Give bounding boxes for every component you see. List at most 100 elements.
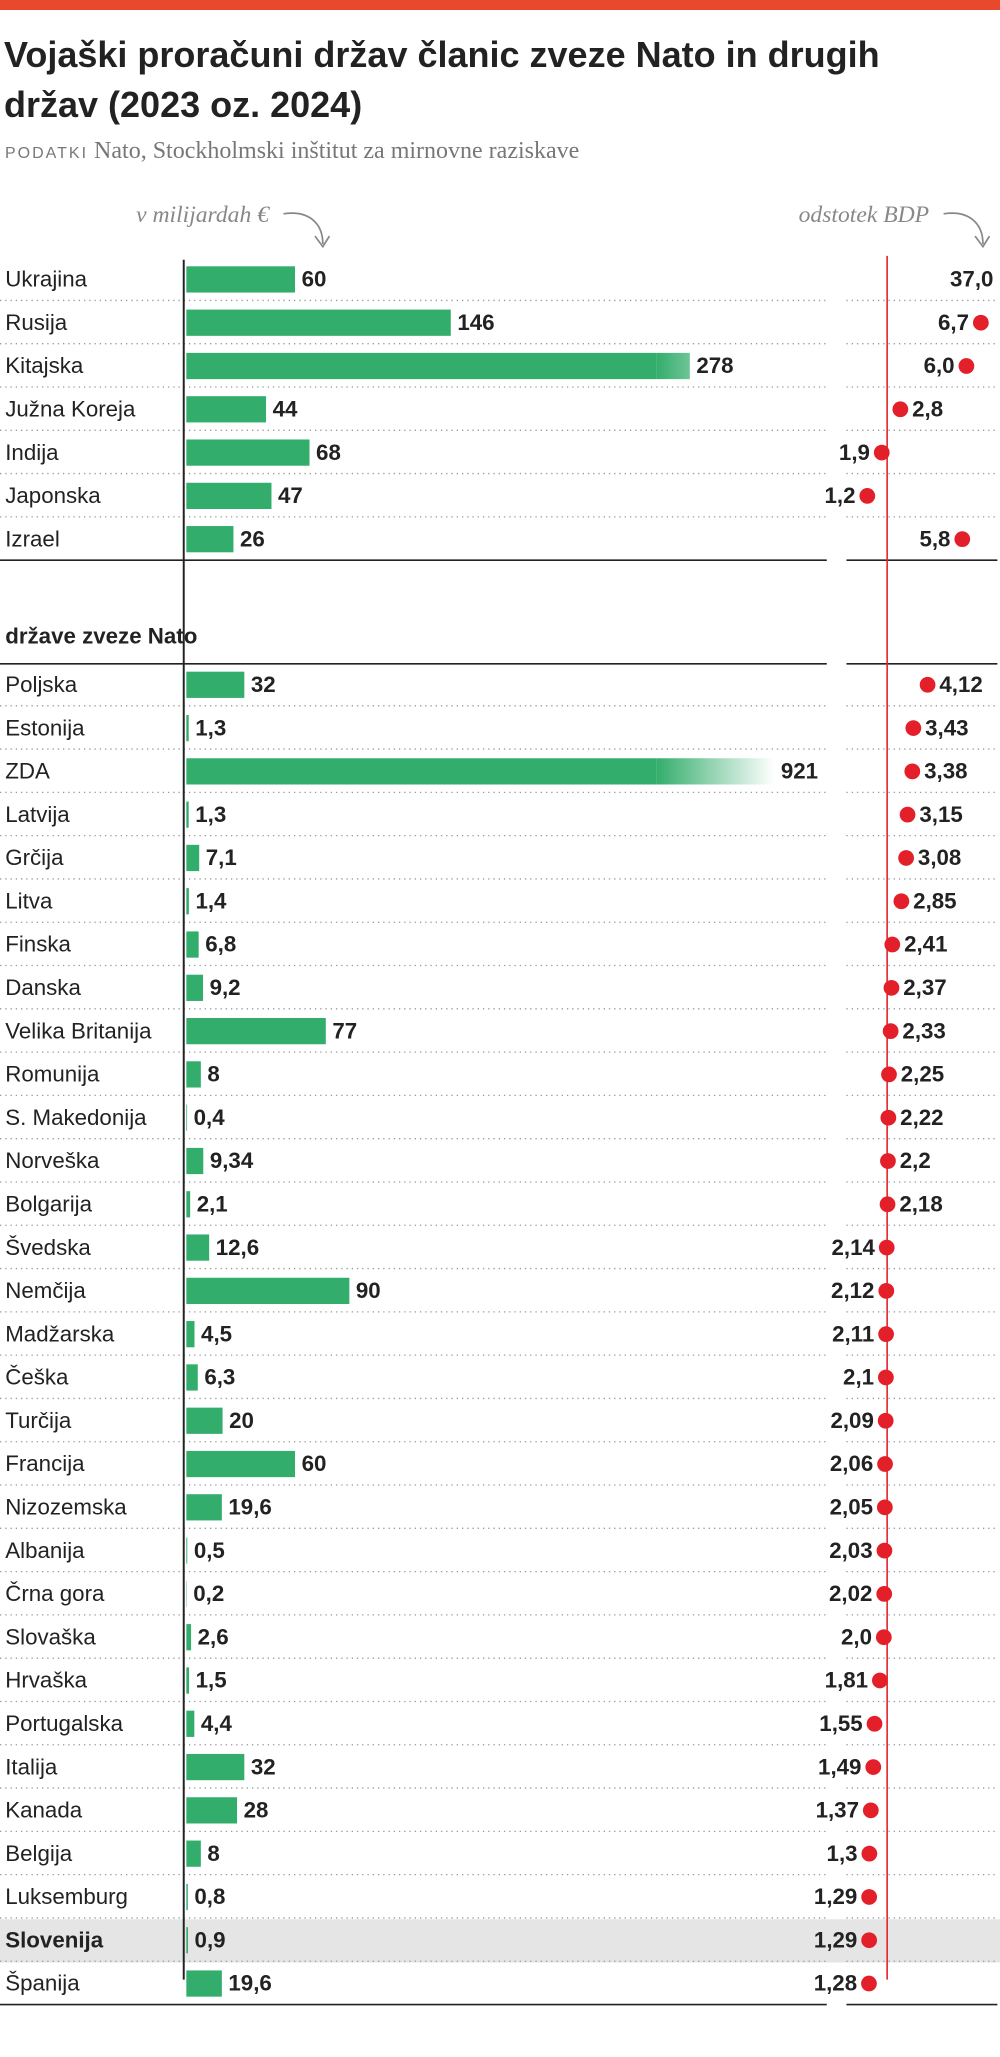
bar <box>186 1667 190 1694</box>
category-label: Luksemburg <box>5 1884 128 1909</box>
gdp-label: 1,37 <box>816 1798 859 1823</box>
top-rule <box>0 0 1000 10</box>
bar <box>186 844 200 872</box>
gdp-label: 2,02 <box>829 1581 872 1606</box>
category-label: Črna gora <box>5 1581 105 1606</box>
bar <box>186 1321 195 1348</box>
value-label: 278 <box>696 353 733 378</box>
dot <box>905 720 922 736</box>
gdp-label: 5,8 <box>919 526 950 551</box>
gdp-label: 1,28 <box>814 1971 857 1996</box>
gdp-label: 6,7 <box>938 310 969 335</box>
value-label: 12,6 <box>216 1235 259 1260</box>
dot <box>904 763 921 780</box>
value-label: 0,8 <box>194 1884 225 1909</box>
value-label: 0,2 <box>193 1581 224 1606</box>
category-label: Izrael <box>5 526 60 551</box>
category-label: Litva <box>5 888 53 913</box>
gdp-label: 2,18 <box>899 1191 942 1216</box>
bar <box>186 1537 188 1564</box>
bar <box>186 309 451 336</box>
category-label: Ukrajina <box>5 267 87 292</box>
dot <box>872 1672 888 1689</box>
category-label: Rusija <box>5 310 68 335</box>
bar <box>186 1797 238 1824</box>
dot <box>880 1153 896 1169</box>
category-label: Velika Britanija <box>5 1018 152 1043</box>
category-label: Španija <box>5 1971 80 1996</box>
gdp-label: 3,08 <box>918 845 961 870</box>
gdp-label: 6,0 <box>924 353 955 378</box>
gdp-label: 2,03 <box>829 1538 872 1563</box>
row-highlight <box>0 1919 1000 1963</box>
dot <box>878 1326 894 1343</box>
dot <box>958 358 975 374</box>
category-label: Slovaška <box>5 1624 96 1649</box>
dot <box>884 936 901 953</box>
dot-axis-label: odstotek BDP <box>799 202 930 228</box>
gdp-label: 2,14 <box>831 1235 875 1260</box>
bar <box>186 671 245 698</box>
value-label: 19,6 <box>228 1971 271 1996</box>
gdp-label: 1,81 <box>825 1668 868 1693</box>
gdp-label: 2,1 <box>843 1365 874 1390</box>
category-label: Južna Koreja <box>5 397 136 422</box>
gdp-label: 2,33 <box>902 1018 945 1043</box>
dot <box>882 1023 899 1039</box>
value-label: 2,1 <box>197 1191 228 1216</box>
value-label: 0,4 <box>194 1105 226 1130</box>
bar <box>186 396 267 423</box>
arrow <box>943 212 991 249</box>
value-label: 6,8 <box>205 932 236 957</box>
value-label: 28 <box>244 1798 269 1823</box>
gdp-label: 1,2 <box>824 483 855 508</box>
category-label: Švedska <box>5 1235 91 1260</box>
source-label: PODATKI <box>5 145 89 162</box>
dot <box>877 1412 894 1429</box>
bar <box>186 1450 296 1478</box>
category-label: Portugalska <box>5 1711 123 1736</box>
category-label: Nemčija <box>5 1278 86 1303</box>
category-label: Norveška <box>5 1148 100 1173</box>
gdp-label: 1,3 <box>827 1841 858 1866</box>
value-label: 47 <box>278 483 303 508</box>
value-label: 9,2 <box>210 975 241 1000</box>
gdp-label: 2,0 <box>841 1624 872 1649</box>
dot <box>862 1802 879 1819</box>
value-label: 20 <box>229 1408 254 1433</box>
value-label: 90 <box>356 1278 381 1303</box>
dot <box>865 1759 882 1775</box>
source-text: Nato, Stockholmski inštitut za mirnovne … <box>94 138 580 164</box>
gdp-label: 1,9 <box>839 440 870 465</box>
category-label: Latvija <box>5 802 70 827</box>
dot <box>899 806 916 823</box>
gdp-label: 2,2 <box>900 1148 931 1173</box>
gdp-label: 2,85 <box>913 888 956 913</box>
bar <box>186 931 199 958</box>
bar <box>186 1710 195 1737</box>
dot <box>879 1196 896 1213</box>
value-label: 60 <box>302 267 327 292</box>
dot <box>954 531 971 548</box>
bar <box>186 439 310 466</box>
bar <box>186 974 204 1001</box>
category-label: Nizozemska <box>5 1495 127 1520</box>
gdp-label: 2,22 <box>900 1105 943 1130</box>
category-label: Romunija <box>5 1062 100 1087</box>
gdp-label: 3,38 <box>924 759 967 784</box>
category-label: Hrvaška <box>5 1668 87 1693</box>
category-label: Turčija <box>5 1408 72 1433</box>
category-label: Danska <box>5 975 81 1000</box>
category-label: Albanija <box>5 1538 85 1563</box>
gdp-label: 2,05 <box>830 1495 873 1520</box>
dot <box>880 1109 897 1126</box>
dot <box>876 1542 893 1559</box>
bar <box>186 1191 191 1218</box>
bar <box>186 801 189 828</box>
dot <box>859 488 876 504</box>
value-label: 26 <box>240 526 265 551</box>
value-label: 4,5 <box>201 1321 232 1346</box>
bar <box>186 1234 210 1261</box>
category-label: Češka <box>5 1365 69 1390</box>
